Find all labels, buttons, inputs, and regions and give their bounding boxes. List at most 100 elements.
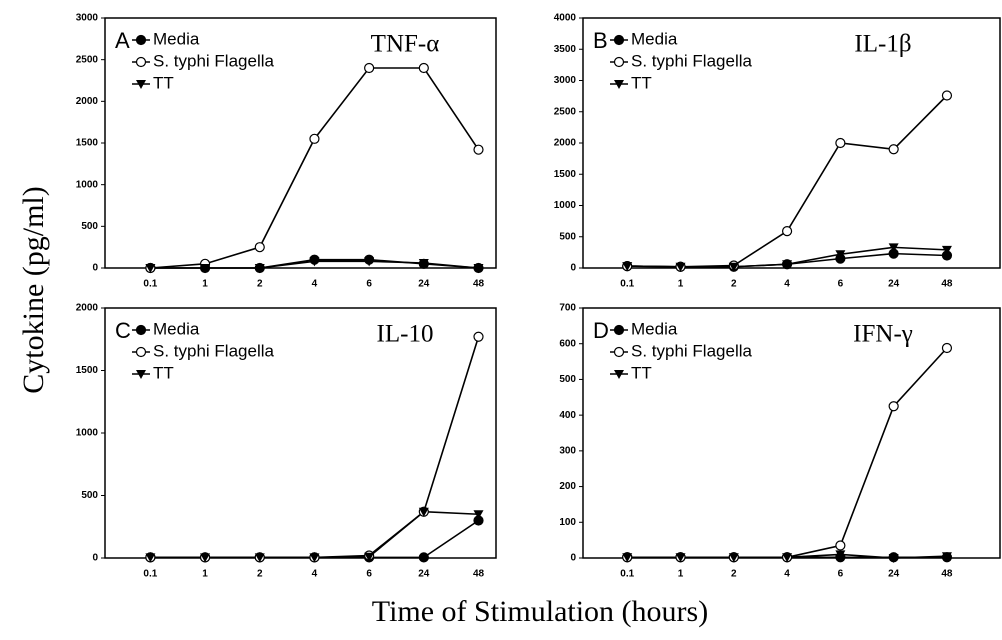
marker [473, 144, 484, 155]
legend-label: Media [153, 319, 200, 338]
marker [888, 401, 899, 412]
legend-label: Media [631, 319, 678, 338]
y-tick-label: 1500 [554, 169, 577, 180]
marker [835, 250, 846, 260]
series-line [627, 347, 948, 559]
legend-label: S. typhi Flagella [631, 51, 752, 70]
y-tick-label: 2500 [554, 106, 577, 117]
marker [473, 264, 484, 273]
x-tick-label: 1 [678, 279, 684, 290]
y-tick-label: 400 [559, 410, 576, 421]
legend-label: S. typhi Flagella [631, 341, 752, 360]
y-tick-label: 1000 [554, 200, 577, 211]
panel-letter: D [593, 318, 609, 343]
legend-label: S. typhi Flagella [153, 51, 274, 70]
series-line [627, 94, 948, 268]
x-tick-label: 6 [366, 569, 372, 580]
marker [888, 554, 899, 563]
legend-label: Media [631, 29, 678, 48]
legend-marker [613, 34, 625, 46]
y-tick-label: 500 [81, 221, 98, 232]
x-tick-label: 4 [784, 279, 790, 290]
marker [145, 553, 156, 563]
marker [835, 540, 846, 551]
marker [364, 257, 375, 267]
legend-marker [135, 324, 147, 336]
legend-marker [614, 80, 624, 89]
panel-title: TNF-α [371, 31, 440, 58]
marker [309, 553, 320, 563]
x-tick-label: 6 [838, 569, 844, 580]
marker [418, 552, 429, 563]
legend-marker [613, 56, 625, 68]
marker [675, 553, 686, 563]
x-tick-label: 1 [202, 279, 208, 290]
y-tick-label: 1000 [76, 428, 99, 439]
marker [675, 262, 686, 272]
y-tick-label: 600 [559, 338, 576, 349]
marker [941, 90, 953, 101]
legend-marker [135, 56, 147, 68]
x-tick-label: 4 [312, 279, 318, 290]
series-line [150, 336, 480, 559]
marker [145, 264, 156, 273]
marker [888, 243, 899, 253]
marker [888, 144, 899, 155]
y-axis-label: Cytokine (pg/ml) [17, 186, 50, 393]
x-tick-label: 1 [678, 569, 684, 580]
y-tick-label: 200 [559, 481, 576, 492]
marker [364, 62, 375, 74]
x-tick-label: 2 [731, 569, 737, 580]
panel-letter: B [593, 28, 608, 53]
x-tick-label: 6 [838, 279, 844, 290]
x-tick-label: 0.1 [143, 569, 157, 580]
y-tick-label: 500 [81, 490, 98, 501]
x-tick-label: 6 [366, 279, 372, 290]
legend-label: TT [631, 363, 652, 382]
y-tick-label: 500 [559, 231, 576, 242]
y-tick-label: 2000 [76, 96, 99, 107]
marker [835, 137, 846, 149]
series-line [150, 519, 479, 559]
marker [835, 550, 846, 560]
legend-marker [136, 370, 146, 379]
y-tick-label: 3500 [554, 44, 577, 55]
y-tick-label: 0 [570, 263, 576, 274]
marker [781, 226, 793, 237]
series-line [150, 67, 480, 269]
legend-label: TT [631, 73, 652, 92]
x-tick-label: 1 [202, 569, 208, 580]
legend-label: S. typhi Flagella [153, 341, 274, 360]
marker [782, 553, 793, 563]
x-tick-label: 24 [418, 279, 430, 290]
y-tick-label: 0 [570, 553, 576, 564]
marker [200, 553, 211, 563]
marker [418, 62, 429, 74]
x-tick-label: 48 [941, 279, 953, 290]
marker [941, 342, 953, 354]
marker [941, 245, 952, 255]
marker [200, 264, 211, 273]
x-tick-label: 0.1 [620, 569, 634, 580]
y-tick-label: 1000 [76, 179, 99, 190]
legend-marker [613, 324, 625, 336]
x-axis-label: Time of Stimulation (hours) [372, 595, 708, 628]
y-tick-label: 500 [559, 374, 576, 385]
x-tick-label: 0.1 [620, 279, 634, 290]
y-tick-label: 1500 [76, 365, 99, 376]
x-tick-label: 0.1 [143, 279, 157, 290]
marker [254, 242, 265, 253]
y-tick-label: 700 [559, 303, 576, 314]
marker [941, 552, 952, 562]
x-tick-label: 2 [257, 279, 263, 290]
x-tick-label: 2 [257, 569, 263, 580]
legend-marker [613, 346, 625, 358]
x-tick-label: 4 [312, 569, 318, 580]
marker [622, 262, 633, 272]
y-tick-label: 3000 [76, 13, 99, 24]
y-tick-label: 300 [559, 445, 576, 456]
x-tick-label: 24 [888, 279, 900, 290]
